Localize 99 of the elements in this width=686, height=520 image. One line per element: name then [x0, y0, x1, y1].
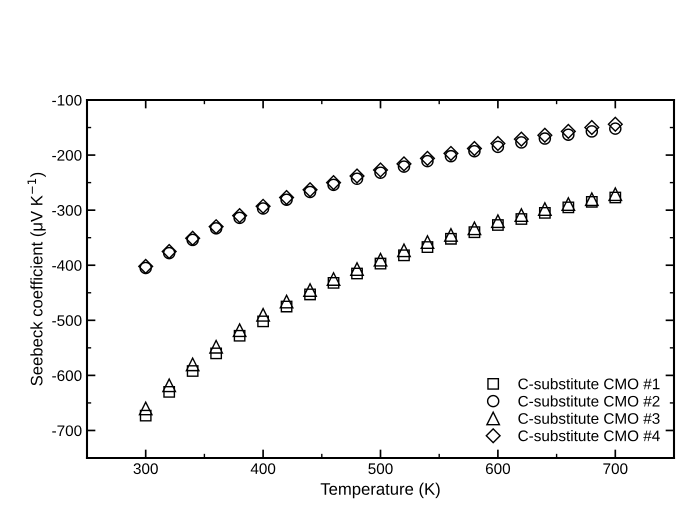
point: [586, 125, 598, 138]
point: [327, 178, 340, 192]
x-axis-title: Temperature (K): [320, 482, 440, 498]
point: [326, 175, 342, 190]
legend-label: C-substitute CMO #1: [518, 378, 660, 390]
point: [351, 268, 363, 280]
point: [422, 241, 434, 253]
point: [257, 316, 270, 328]
point: [374, 252, 388, 267]
legend-label: C-substitute CMO #2: [518, 395, 660, 407]
point: [279, 190, 294, 206]
point: [538, 202, 552, 216]
point: [256, 198, 271, 214]
point: [515, 213, 528, 225]
point: [138, 258, 154, 274]
point: [256, 308, 270, 322]
point: [514, 132, 529, 147]
point: [443, 146, 459, 161]
point: [560, 124, 576, 139]
point: [328, 276, 340, 289]
x-tick-label: 500: [368, 463, 393, 474]
point: [186, 365, 199, 377]
point: [490, 136, 506, 152]
point: [584, 120, 600, 136]
point: [397, 243, 411, 258]
point: [326, 272, 340, 286]
point: [538, 207, 551, 219]
point: [514, 208, 528, 222]
point: [163, 386, 176, 398]
point: [586, 196, 598, 208]
y-tick-label: -300: [52, 205, 82, 216]
point: [162, 244, 177, 260]
point: [349, 168, 365, 184]
point: [444, 228, 458, 242]
point: [138, 401, 153, 416]
point: [561, 197, 576, 212]
y-tick-label: -700: [52, 425, 82, 436]
point: [162, 378, 176, 392]
x-tick-label: 400: [250, 463, 276, 474]
x-tick-label: 700: [603, 463, 628, 474]
point: [467, 221, 482, 236]
point: [468, 226, 480, 238]
point: [537, 128, 552, 143]
point: [280, 294, 294, 309]
point: [445, 232, 457, 245]
point: [608, 116, 623, 132]
point: [420, 150, 436, 166]
point: [420, 235, 434, 250]
point: [256, 202, 270, 215]
point: [234, 330, 246, 342]
point: [350, 262, 364, 276]
point: [210, 347, 222, 360]
point: [162, 246, 176, 260]
point: [208, 219, 224, 234]
x-tick-label: 600: [486, 463, 510, 474]
point: [232, 323, 247, 338]
y-axis-title: Seebeck coefficient (μV K$^{−1}$): [28, 172, 46, 386]
point: [396, 156, 412, 172]
point: [466, 140, 482, 156]
legend-label: C-substitute CMO #3: [518, 412, 660, 424]
point: [185, 230, 200, 246]
point: [490, 214, 505, 228]
y-tick-label: -400: [52, 260, 82, 271]
point: [421, 154, 434, 168]
point: [562, 201, 574, 214]
point: [303, 283, 318, 297]
point: [584, 192, 599, 206]
y-tick-label: -600: [52, 370, 82, 382]
point: [209, 340, 224, 354]
y-tick-label: -500: [52, 315, 82, 326]
point: [140, 410, 152, 422]
point: [372, 162, 388, 178]
point: [304, 288, 316, 300]
point: [233, 212, 246, 224]
point: [398, 160, 410, 173]
point: [280, 193, 293, 206]
point: [492, 140, 504, 154]
point: [609, 192, 622, 204]
point: [280, 300, 292, 312]
point: [608, 187, 622, 202]
point: [398, 249, 410, 262]
x-tick-label: 300: [134, 463, 158, 474]
point: [302, 182, 318, 198]
point: [515, 136, 528, 149]
legend-label: C-substitute CMO #4: [518, 430, 660, 442]
point: [304, 186, 316, 198]
point: [350, 172, 364, 186]
y-tick-label: -200: [52, 150, 82, 161]
point: [139, 262, 152, 274]
point: [374, 258, 386, 270]
y-tick-label: -100: [52, 94, 82, 106]
point: [562, 128, 575, 141]
point: [444, 150, 458, 162]
point: [186, 357, 200, 372]
point: [492, 219, 504, 231]
point: [468, 144, 481, 158]
point: [232, 208, 248, 224]
point: [210, 222, 222, 235]
point: [374, 166, 387, 179]
